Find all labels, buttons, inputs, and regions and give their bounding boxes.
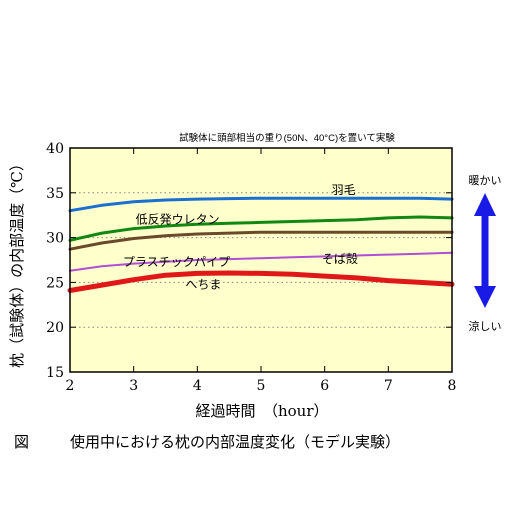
y-tick-label: 30 — [46, 231, 64, 247]
x-tick-label: 7 — [384, 378, 393, 394]
y-tick-label: 35 — [46, 186, 64, 202]
x-tick-label: 8 — [448, 378, 457, 394]
series-label-memory-foam: 低反発ウレタン — [136, 213, 220, 227]
figure-caption: 図 使用中における枕の内部温度変化（モデル実験） — [14, 431, 514, 452]
x-tick-label: 5 — [257, 378, 266, 394]
x-tick-label: 6 — [320, 378, 329, 394]
series-label-loofah: へちま — [185, 277, 221, 291]
arrow-up-icon — [474, 193, 496, 216]
series-line-buckwheat-hulls — [68, 230, 454, 251]
figure-label: 図 — [14, 433, 30, 451]
y-tick-label: 25 — [46, 275, 64, 291]
series-layer — [67, 196, 455, 293]
figure-caption-text: 使用中における枕の内部温度変化（モデル実験） — [70, 433, 401, 451]
y-tick-label: 15 — [46, 365, 64, 381]
series-line-plastic-pipe — [69, 251, 453, 272]
warm-label: 暖かい — [469, 174, 502, 187]
warm-cool-indicator: 暖かい 涼しい — [469, 174, 502, 333]
x-tick-label: 3 — [129, 378, 138, 394]
series-line-down — [68, 196, 454, 213]
x-tick-label: 4 — [193, 378, 202, 394]
axis-ticks: 2 3 4 5 6 7 8 15 20 25 30 35 40 — [46, 141, 456, 394]
y-tick-label: 40 — [46, 141, 64, 157]
y-tick-label: 20 — [46, 320, 64, 336]
series-label-buckwheat-hulls: そば殻 — [322, 252, 358, 266]
series-label-plastic-pipe: プラスチックパイプ — [123, 255, 230, 269]
series-line-memory-foam — [68, 215, 454, 242]
chart-title: 試験体に頭部相当の重り(50N、40°C)を置いて実験 — [179, 132, 395, 144]
x-axis-label: 経過時間 （hour） — [195, 402, 328, 420]
arrow-down-icon — [474, 286, 496, 308]
series-label-down: 羽毛 — [332, 183, 356, 197]
y-axis-label: 枕（試験体）の内部温度（℃） — [8, 156, 26, 368]
x-tick-label: 2 — [66, 378, 75, 394]
series-line-loofah — [67, 270, 455, 293]
cool-label: 涼しい — [469, 319, 502, 333]
plot-background — [70, 148, 452, 372]
